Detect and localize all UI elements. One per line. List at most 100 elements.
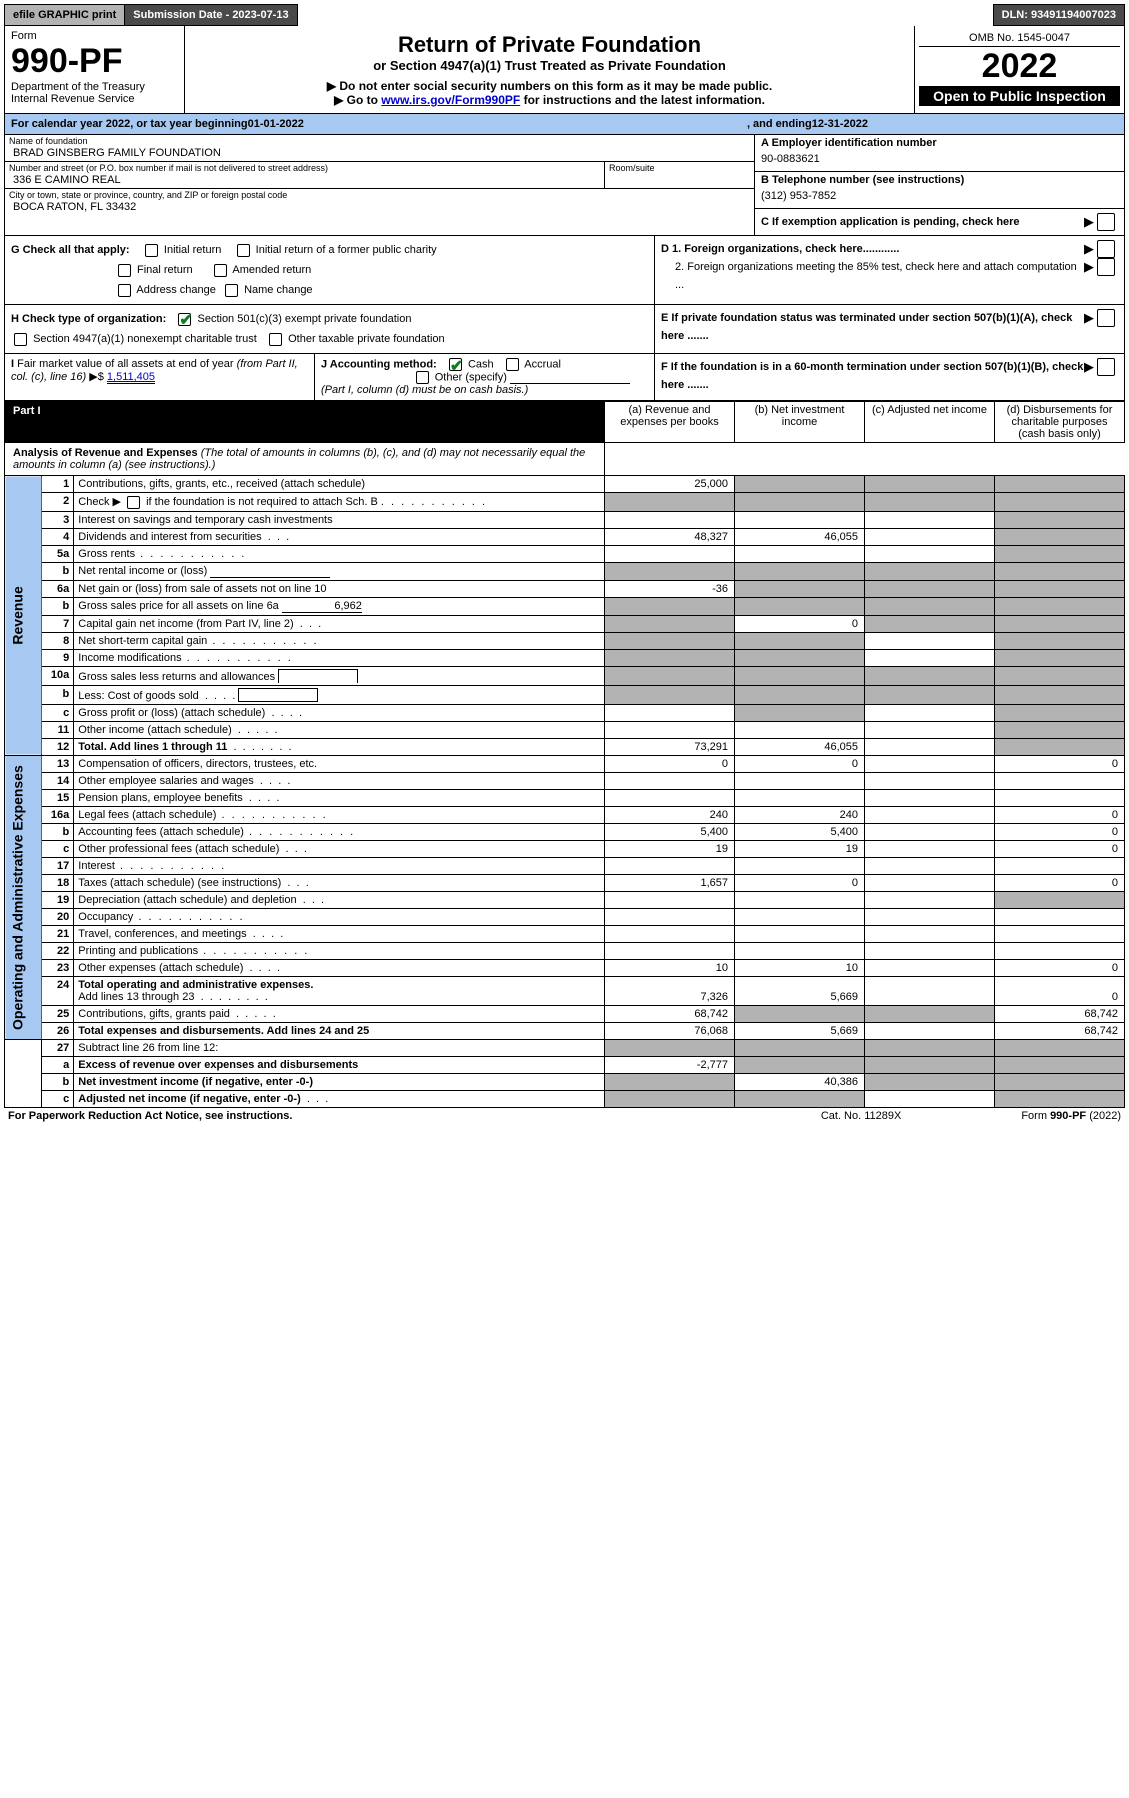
phone: (312) 953-7852 (761, 186, 1118, 202)
line-no: 7 (42, 616, 74, 633)
col-b-header: (b) Net investment income (735, 402, 865, 443)
line-no: 17 (42, 858, 74, 875)
checkbox-501c3[interactable] (178, 313, 191, 326)
line-desc: Depreciation (attach schedule) and deple… (74, 892, 605, 909)
val-13b: 0 (735, 756, 865, 773)
checkbox-4947[interactable] (14, 333, 27, 346)
checkbox-d1[interactable] (1097, 240, 1115, 258)
line-desc: Adjusted net income (if negative, enter … (74, 1091, 605, 1108)
line-desc: Travel, conferences, and meetings . . . … (74, 926, 605, 943)
line-desc: Accounting fees (attach schedule) (74, 824, 605, 841)
val-26b: 5,669 (735, 1023, 865, 1040)
h-section: H Check type of organization: Section 50… (5, 305, 654, 353)
line-desc: Interest on savings and temporary cash i… (74, 512, 605, 529)
dln: DLN: 93491194007023 (993, 4, 1125, 26)
irs-link[interactable]: www.irs.gov/Form990PF (381, 93, 520, 107)
checkbox-d2[interactable] (1097, 258, 1115, 276)
val-24d: 0 (995, 977, 1125, 1006)
form-title-block: Return of Private Foundation or Section … (185, 26, 914, 113)
line-no: b (42, 563, 74, 581)
val-16aa: 240 (605, 807, 735, 824)
checkbox-e[interactable] (1097, 309, 1115, 327)
line-desc: Contributions, gifts, grants, etc., rece… (74, 476, 605, 493)
val-13a: 0 (605, 756, 735, 773)
e-label: E If private foundation status was termi… (661, 309, 1084, 345)
checkbox-amended[interactable] (214, 264, 227, 277)
line-desc: Net short-term capital gain (74, 633, 605, 650)
topbar: efile GRAPHIC print Submission Date - 20… (4, 4, 1125, 26)
line-no: 4 (42, 529, 74, 546)
arrow-icon: ▶ (1084, 258, 1094, 276)
line-desc: Net gain or (loss) from sale of assets n… (74, 581, 605, 598)
part1-title: Analysis of Revenue and Expenses (13, 447, 198, 459)
omb-no: OMB No. 1545-0047 (919, 30, 1120, 47)
line-desc: Excess of revenue over expenses and disb… (74, 1057, 605, 1074)
line-no: 14 (42, 773, 74, 790)
j-section: J Accounting method: Cash Accrual Other … (315, 354, 654, 400)
checkbox-initial-public[interactable] (237, 244, 250, 257)
line-desc: Check ▶ if the foundation is not require… (74, 493, 605, 512)
year-block: OMB No. 1545-0047 2022 Open to Public In… (914, 26, 1124, 113)
line-no: 20 (42, 909, 74, 926)
line-no: 8 (42, 633, 74, 650)
line-desc: Other professional fees (attach schedule… (74, 841, 605, 858)
line-desc: Net rental income or (loss) (74, 563, 605, 581)
line-desc: Pension plans, employee benefits . . . . (74, 790, 605, 807)
val-16bb: 5,400 (735, 824, 865, 841)
line-no: c (42, 1091, 74, 1108)
val-18b: 0 (735, 875, 865, 892)
g-d-row: G Check all that apply: Initial return I… (4, 236, 1125, 305)
checkbox-other-taxable[interactable] (269, 333, 282, 346)
line-no: 16a (42, 807, 74, 824)
val-24a: 7,326 (605, 977, 735, 1006)
val-7b: 0 (735, 616, 865, 633)
val-12a: 73,291 (605, 739, 735, 756)
line-no: 9 (42, 650, 74, 667)
checkbox-accrual[interactable] (506, 358, 519, 371)
foundation-name: BRAD GINSBERG FAMILY FOUNDATION (5, 147, 754, 161)
g-final: Final return (137, 264, 193, 276)
dept-treasury: Department of the Treasury (11, 81, 178, 93)
val-26d: 68,742 (995, 1023, 1125, 1040)
val-13d: 0 (995, 756, 1125, 773)
line-desc: Other income (attach schedule) . . . . . (74, 722, 605, 739)
j-label: J Accounting method: (321, 358, 437, 370)
line-desc: Total. Add lines 1 through 11 . . . . . … (74, 739, 605, 756)
form-number: 990-PF (11, 42, 178, 81)
val-16ab: 240 (735, 807, 865, 824)
line-desc: Capital gain net income (from Part IV, l… (74, 616, 605, 633)
line-no: 15 (42, 790, 74, 807)
checkbox-address[interactable] (118, 284, 131, 297)
checkbox-schb[interactable] (127, 496, 140, 509)
line-desc: Legal fees (attach schedule) (74, 807, 605, 824)
checkbox-final[interactable] (118, 264, 131, 277)
arrow-icon: ▶ (1084, 240, 1094, 258)
line-no: 3 (42, 512, 74, 529)
checkbox-f[interactable] (1097, 358, 1115, 376)
checkbox-initial[interactable] (145, 244, 158, 257)
part1-label: Part I (5, 402, 49, 420)
val-1a: 25,000 (605, 476, 735, 493)
h-opt2: Section 4947(a)(1) nonexempt charitable … (33, 333, 257, 345)
checkbox-other-method[interactable] (416, 371, 429, 384)
val-16cb: 19 (735, 841, 865, 858)
calendar-year-row: For calendar year 2022, or tax year begi… (4, 114, 1125, 135)
i-j-f-row: I Fair market value of all assets at end… (4, 354, 1125, 401)
line-desc: Other employee salaries and wages . . . … (74, 773, 605, 790)
val-23b: 10 (735, 960, 865, 977)
fmv-link[interactable]: 1,511,405 (107, 371, 155, 384)
tax-year: 2022 (919, 47, 1120, 86)
line-no: 2 (42, 493, 74, 512)
c-label: C If exemption application is pending, c… (761, 216, 1084, 228)
checkbox-c[interactable] (1097, 213, 1115, 231)
room-label: Room/suite (605, 162, 754, 174)
line-no: 5a (42, 546, 74, 563)
line-no: 25 (42, 1006, 74, 1023)
line-desc: Contributions, gifts, grants paid . . . … (74, 1006, 605, 1023)
instr-ssn: ▶ Do not enter social security numbers o… (191, 79, 908, 93)
checkbox-name-change[interactable] (225, 284, 238, 297)
col-a-header: (a) Revenue and expenses per books (605, 402, 735, 443)
checkbox-cash[interactable] (449, 358, 462, 371)
e-section: E If private foundation status was termi… (654, 305, 1124, 353)
name-label: Name of foundation (5, 135, 754, 147)
